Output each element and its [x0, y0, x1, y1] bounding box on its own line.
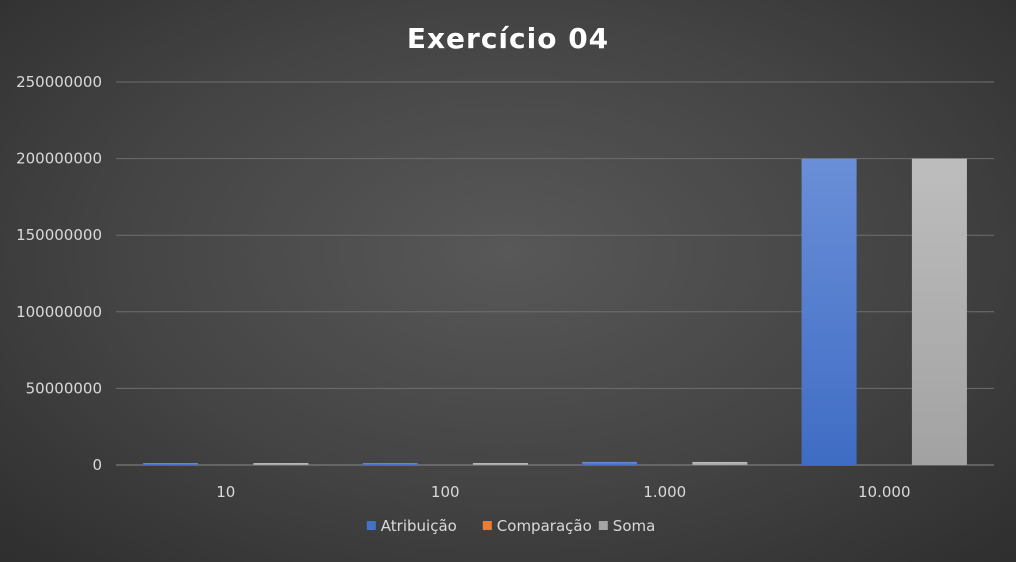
- bars: [143, 158, 967, 465]
- bar-soma-1.000: [692, 461, 748, 465]
- x-tick-label: 1.000: [643, 483, 686, 501]
- gridlines: [116, 81, 994, 466]
- y-tick-label: 0: [92, 456, 102, 474]
- bar-atribuição-10.000: [801, 158, 857, 465]
- bar-soma-10.000: [911, 158, 967, 465]
- legend-label: Comparação: [497, 517, 592, 535]
- y-tick-label: 150000000: [16, 226, 102, 244]
- legend: Atribuição Comparação Soma: [366, 517, 656, 535]
- y-tick-label: 100000000: [16, 303, 102, 321]
- legend-label: Atribuição: [381, 517, 457, 535]
- legend-swatch: [482, 521, 492, 530]
- legend-item-comparação: Comparação: [482, 517, 592, 535]
- chart-title: Exercício 04: [407, 22, 609, 55]
- legend-item-soma: Soma: [598, 517, 656, 535]
- legend-label: Soma: [613, 517, 656, 535]
- bar-soma-100: [472, 463, 528, 465]
- bar-atribuição-10: [143, 463, 199, 465]
- x-tick-label: 10.000: [858, 483, 911, 501]
- y-tick-label: 250000000: [16, 73, 102, 91]
- x-tick-label: 100: [431, 483, 460, 501]
- y-axis-tick-labels: 0 50000000 100000000 150000000 200000000 2500…: [16, 73, 102, 474]
- y-tick-label: 200000000: [16, 150, 102, 168]
- legend-item-atribuição: Atribuição: [366, 517, 457, 535]
- bar-soma-10: [253, 463, 309, 465]
- bar-atribuição-1.000: [582, 461, 638, 465]
- x-axis-tick-labels: 10 100 1.000 10.000: [216, 483, 910, 501]
- bar-atribuição-100: [362, 463, 418, 465]
- y-tick-label: 50000000: [26, 379, 102, 397]
- x-tick-label: 10: [216, 483, 235, 501]
- legend-swatch: [366, 521, 376, 530]
- legend-swatch: [598, 521, 608, 530]
